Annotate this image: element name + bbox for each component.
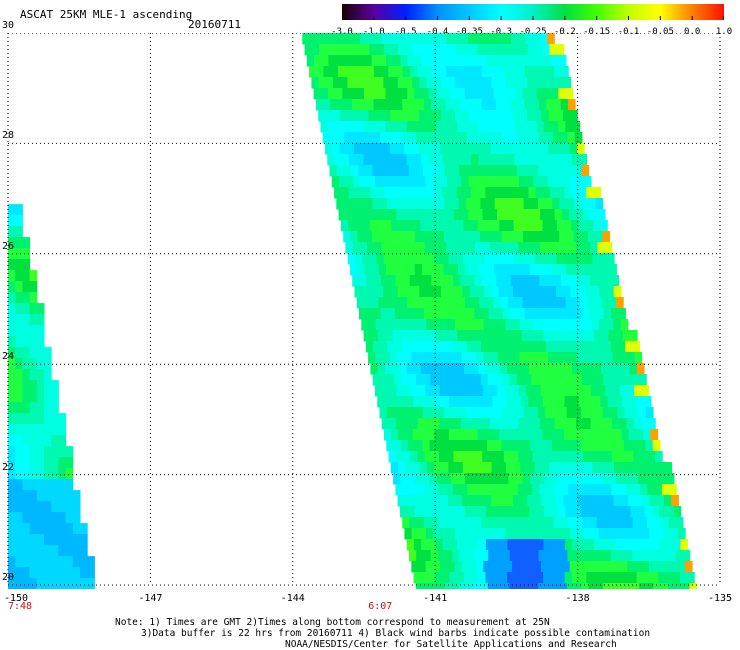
graticule [7, 33, 721, 586]
x-tick-label: -150 [3, 593, 29, 604]
x-tick-label: -147 [138, 593, 163, 604]
y-tick-label: 28 [2, 130, 15, 142]
colorbar-tick-label: -0.4 [426, 27, 449, 37]
y-tick-label: 24 [2, 351, 15, 363]
pass-time-label: 6:07 [368, 601, 393, 612]
footnotes: Note: 1) Times are GMT 2)Times along bot… [115, 617, 650, 650]
colorbar-tick-label: -0.35 [455, 27, 483, 37]
colorbar-labels: -3.0 -1.0 -0.5 -0.4 -0.35 -0.3 -0.25 -0.2 -0.15-… [0, 0, 740, 40]
x-tick-label: -138 [565, 593, 590, 604]
x-tick-label: -135 [707, 593, 733, 604]
colorbar-tick-label: -0.1 [617, 27, 640, 37]
pass-time-label: 7:48 [8, 601, 33, 612]
map-plot-area [7, 33, 721, 589]
colorbar-tick-label: -0.05 [646, 27, 674, 37]
colorbar-tick-label: -0.2 [553, 27, 576, 37]
y-tick-label: 30 [2, 20, 15, 31]
y-tick-label: 22 [2, 461, 15, 473]
y-tick-label: 20 [2, 572, 15, 583]
colorbar-tick-label: -3.0 [331, 27, 353, 37]
colorbar-tick-label: -1.0 [362, 27, 385, 37]
colorbar [342, 4, 724, 20]
note-line-3: NOAA/NESDIS/Center for Satellite Applica… [285, 639, 617, 650]
plot-date: 20160711 [188, 18, 241, 31]
y-tick-label: 26 [2, 240, 15, 252]
colorbar-tick-label: 1.0 [715, 27, 733, 37]
colorbar-tick-label: -0.5 [394, 27, 417, 37]
x-tick-label: -141 [423, 593, 448, 604]
colorbar-tick-label: -0.15 [583, 27, 611, 37]
plot-title: ASCAT 25KM MLE-1 ascending [20, 8, 193, 21]
colorbar-tick-label: -0.25 [519, 27, 547, 37]
colorbar-tick-label: 0.0 [684, 27, 701, 37]
note-line-1: Note: 1) Times are GMT 2)Times along bot… [115, 617, 550, 628]
colorbar-tick-label: -0.3 [490, 27, 512, 37]
x-tick-label: -144 [280, 593, 305, 604]
note-line-2: 3)Data buffer is 22 hrs from 20160711 4)… [141, 628, 651, 639]
wind-data-swaths [8, 33, 698, 589]
